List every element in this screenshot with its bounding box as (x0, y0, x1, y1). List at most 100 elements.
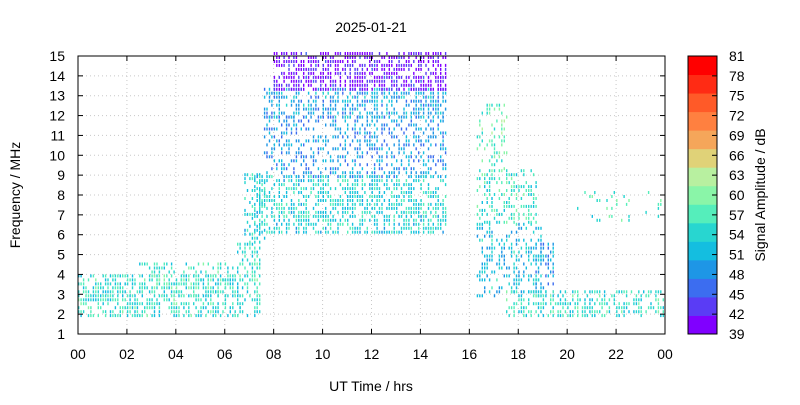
data-cell (422, 226, 425, 230)
data-cell (300, 67, 302, 71)
data-cell (481, 266, 483, 270)
data-cell (354, 107, 356, 111)
data-cell (442, 111, 444, 115)
data-cell (344, 111, 346, 115)
data-cell (510, 204, 513, 208)
data-cell (369, 99, 371, 103)
data-cell (303, 103, 305, 107)
data-cell (129, 298, 131, 302)
data-cell (219, 282, 222, 286)
data-cell (413, 206, 415, 210)
data-cell (334, 60, 337, 63)
data-cell (322, 52, 324, 55)
data-cell (493, 127, 496, 131)
data-cell (334, 147, 337, 151)
data-cell (484, 278, 486, 282)
data-cell (271, 187, 273, 191)
data-cell (371, 183, 373, 187)
data-cell (256, 195, 258, 198)
data-cell (513, 278, 515, 282)
data-cell (427, 111, 430, 115)
data-cell (285, 167, 288, 171)
data-cell (503, 201, 505, 204)
data-cell (418, 67, 420, 71)
y-tick-label: 10 (49, 147, 65, 163)
data-cell (569, 314, 571, 318)
data-cell (281, 147, 283, 151)
data-cell (354, 206, 356, 210)
data-cell (405, 183, 408, 187)
data-cell (256, 199, 258, 202)
data-cell (503, 151, 505, 155)
data-cell (418, 52, 420, 55)
data-cell (373, 218, 376, 222)
data-cell (256, 173, 258, 177)
data-cell (396, 187, 398, 191)
data-cell (396, 95, 398, 99)
data-cell (278, 111, 280, 115)
data-cell (185, 274, 187, 278)
data-cell (151, 302, 153, 306)
data-cell (427, 147, 430, 151)
data-cell (540, 250, 542, 254)
data-cell (215, 282, 217, 286)
data-cell (317, 63, 320, 67)
data-cell (528, 212, 530, 216)
data-cell (408, 199, 410, 202)
data-cell (398, 139, 400, 143)
data-cell (427, 222, 430, 226)
data-cell (361, 199, 364, 202)
data-cell (371, 147, 373, 151)
data-cell (92, 290, 95, 294)
data-cell (422, 131, 425, 135)
data-cell (271, 214, 273, 218)
data-cell (293, 171, 295, 175)
data-cell (349, 67, 351, 71)
data-cell (513, 185, 515, 189)
data-cell (97, 314, 99, 318)
data-cell (344, 119, 346, 123)
data-cell (339, 218, 342, 222)
data-cell (119, 274, 121, 278)
data-cell (437, 111, 439, 115)
data-cell (107, 278, 109, 282)
data-cell (109, 290, 112, 294)
data-cell (273, 226, 276, 230)
data-cell (273, 83, 276, 87)
data-cell (298, 147, 300, 151)
data-cell (124, 282, 126, 286)
data-cell (295, 56, 298, 59)
colorbar-segment (688, 148, 717, 168)
data-cell (229, 286, 231, 290)
data-cell (405, 99, 408, 103)
data-cell (134, 294, 136, 298)
data-cell (506, 151, 508, 155)
data-cell (344, 87, 346, 91)
data-cell (246, 286, 249, 290)
data-cell (114, 306, 117, 310)
data-cell (356, 91, 359, 95)
data-cell (254, 212, 256, 216)
data-cell (393, 155, 395, 159)
data-cell (327, 111, 329, 115)
data-cell (528, 185, 530, 189)
data-cell (254, 250, 256, 254)
data-cell (442, 163, 444, 167)
data-cell (109, 314, 112, 318)
data-cell (510, 212, 513, 216)
data-cell (290, 179, 293, 183)
data-cell (520, 294, 523, 298)
data-cell (283, 56, 285, 59)
data-cell (491, 204, 493, 208)
data-cell (440, 119, 442, 123)
data-cell (493, 193, 496, 196)
data-cell (398, 52, 400, 55)
data-cell (540, 262, 542, 266)
data-cell (281, 163, 283, 167)
data-cell (542, 258, 545, 262)
data-cell (78, 282, 80, 286)
data-cell (498, 254, 501, 258)
data-cell (344, 83, 346, 87)
data-cell (232, 294, 234, 298)
